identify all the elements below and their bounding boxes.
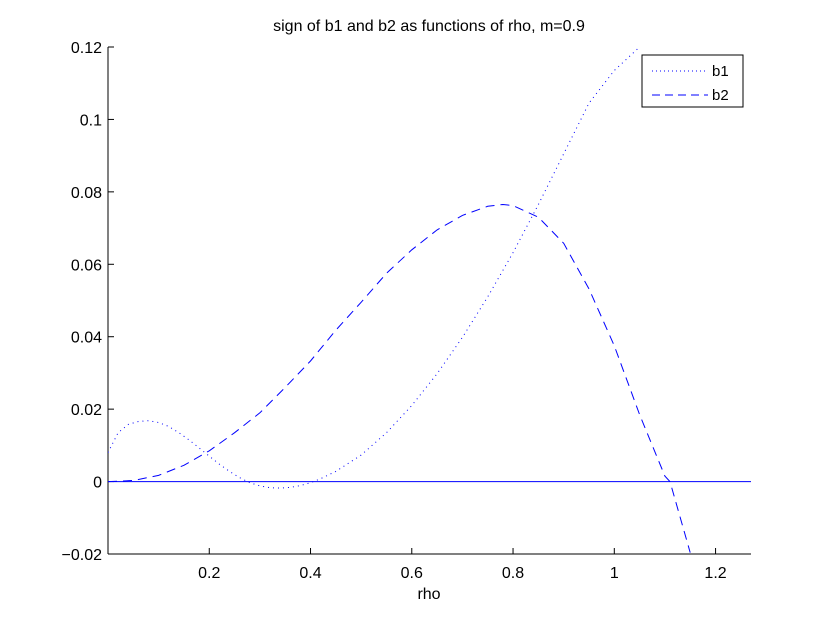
x-tick-label: 0.6 [401, 565, 423, 582]
y-tick-label: 0.08 [71, 185, 102, 202]
y-tick-label: 0.02 [71, 402, 102, 419]
series-line-b1 [108, 47, 640, 489]
y-tick-label: 0.12 [71, 40, 102, 57]
x-tick-label: 0.2 [198, 565, 220, 582]
y-tick-label: 0.1 [80, 112, 102, 129]
x-tick-label: 1 [610, 565, 619, 582]
y-tick-label: 0.04 [71, 330, 102, 347]
y-tick-label: −0.02 [62, 547, 103, 564]
y-tick-label: 0.06 [71, 257, 102, 274]
chart-title: sign of b1 and b2 as functions of rho, m… [273, 18, 585, 35]
x-tick-label: 0.4 [299, 565, 321, 582]
axes-frame [108, 47, 751, 554]
plot-area: 0.2 0.4 0.6 0.8 1 1.2 −0.02 0 0.02 0.04 0.06 0.08 0.… [62, 40, 751, 582]
legend-label-b2: b2 [712, 87, 729, 104]
x-tick-label: 0.8 [502, 565, 524, 582]
x-tick-label: 1.2 [704, 565, 726, 582]
x-axis-label: rho [417, 586, 440, 603]
legend-label-b1: b1 [712, 63, 729, 80]
y-tick-label: 0 [93, 475, 102, 492]
legend-box [641, 54, 744, 108]
series-line-b2 [108, 203, 691, 553]
legend: b1 b2 [641, 54, 744, 108]
